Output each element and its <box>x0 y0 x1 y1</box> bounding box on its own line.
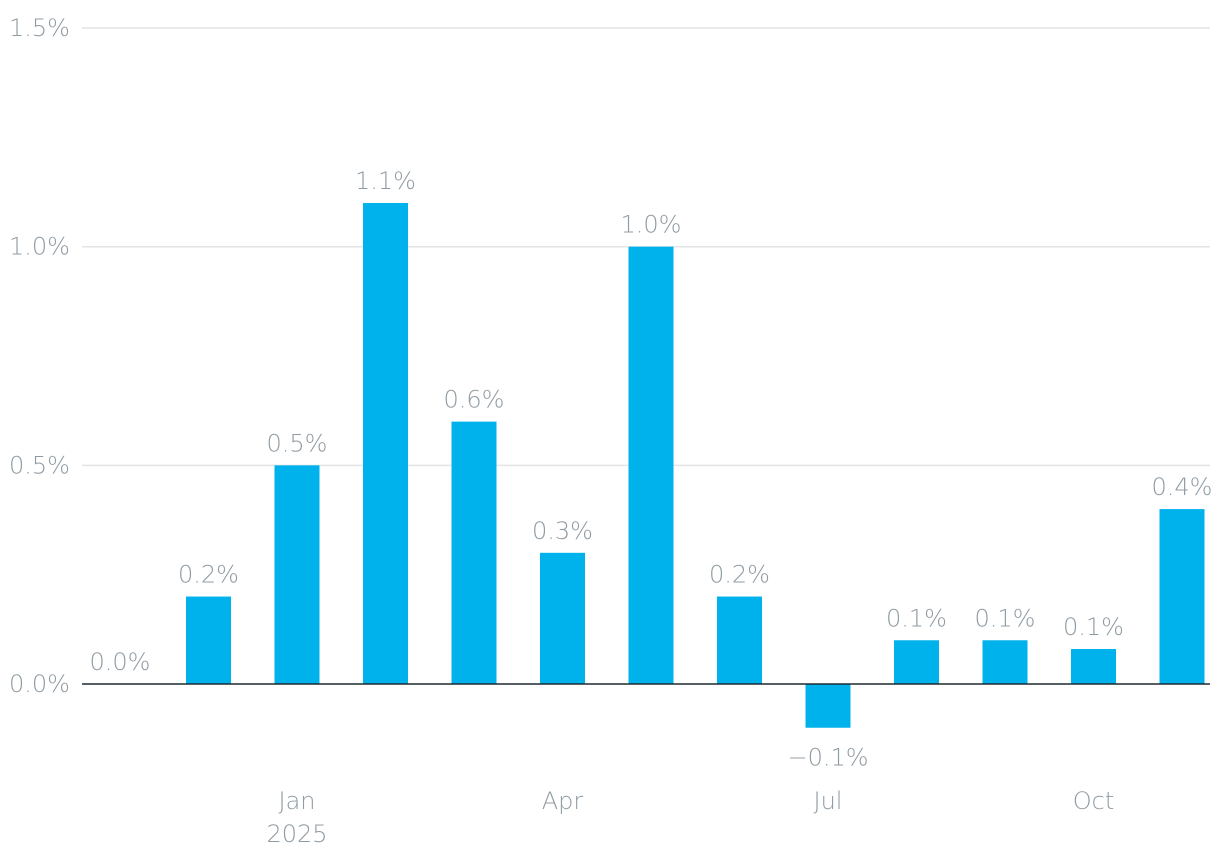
data-label: 0.1% <box>886 604 947 632</box>
y-tick-label: 1.5% <box>9 14 70 42</box>
data-label: 0.2% <box>178 561 239 589</box>
data-label: 0.3% <box>532 517 593 545</box>
y-axis-tick-labels: 0.0% 0.5% 1.0% 1.5% <box>9 14 70 698</box>
bar <box>628 246 674 684</box>
bar <box>717 596 762 684</box>
data-label: −0.1% <box>787 744 868 772</box>
x-tick-label: Oct <box>1073 787 1115 815</box>
x-tick-label: Jul <box>814 787 843 815</box>
bar <box>982 640 1028 684</box>
data-label: 0.1% <box>975 604 1036 632</box>
data-label: 1.0% <box>621 211 682 239</box>
data-label: 0.0% <box>90 648 151 676</box>
data-label: 0.6% <box>444 386 505 414</box>
bar <box>805 684 851 728</box>
x-tick-label: Apr <box>542 787 584 815</box>
bar <box>274 465 320 684</box>
data-labels: 0.0% 0.2% 0.5% 1.1% 0.6% 0.3% 1.0% 0.2% −0.1% 0.1… <box>90 167 1213 772</box>
x-axis-tick-labels: Jan 2025 Apr Jul Oct <box>266 787 1114 848</box>
y-tick-label: 0.5% <box>9 451 70 479</box>
bar <box>1071 649 1116 684</box>
x-tick-label: Jan <box>279 787 316 815</box>
bar <box>451 421 497 684</box>
data-label: 1.1% <box>355 167 416 195</box>
bar <box>363 202 408 684</box>
bar <box>894 640 939 684</box>
bar <box>540 552 585 684</box>
data-label: 0.5% <box>267 429 328 457</box>
data-label: 0.2% <box>709 561 770 589</box>
bar <box>186 596 231 684</box>
data-label: 0.1% <box>1063 613 1124 641</box>
bars <box>186 202 1205 728</box>
bar <box>1159 509 1205 684</box>
y-tick-label: 0.0% <box>9 670 70 698</box>
x-tick-year-label: 2025 <box>266 820 327 848</box>
data-label: 0.4% <box>1152 473 1213 501</box>
y-tick-label: 1.0% <box>9 233 70 261</box>
